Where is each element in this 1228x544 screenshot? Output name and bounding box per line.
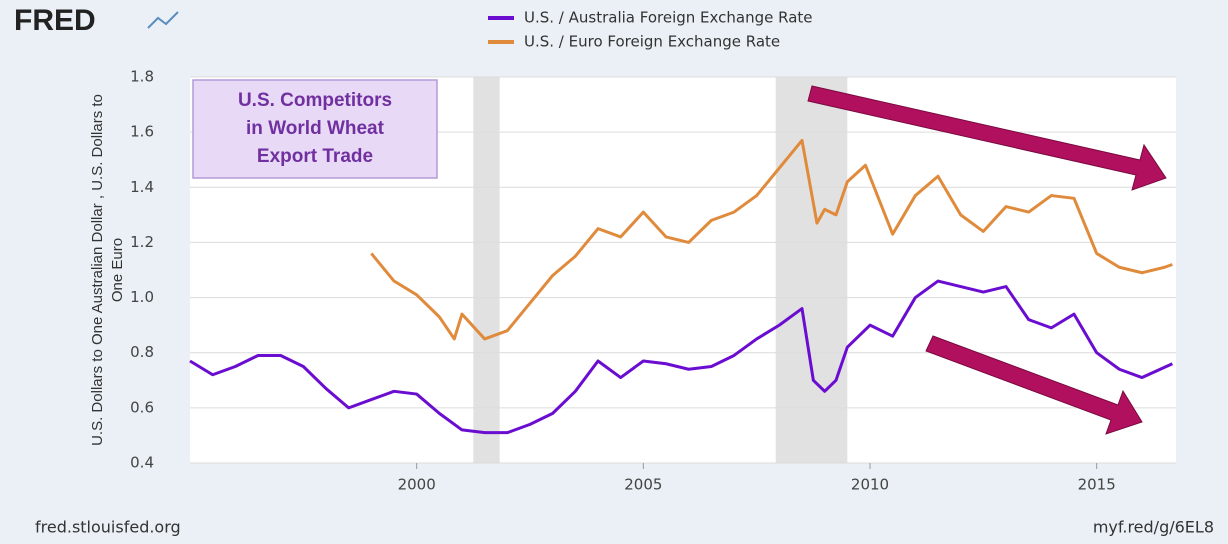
logo: FRED xyxy=(14,4,96,37)
y-tick-label: 0.6 xyxy=(130,398,154,416)
arrow xyxy=(925,335,1143,435)
annotation-text: Export Trade xyxy=(257,146,373,167)
y-tick-label: 0.4 xyxy=(130,454,154,472)
y-tick-label: 1.0 xyxy=(130,288,154,306)
recession-band xyxy=(473,77,500,463)
arrow xyxy=(807,85,1167,191)
y-tick-label: 0.8 xyxy=(130,343,154,361)
logo-icon xyxy=(147,11,179,29)
recession-band xyxy=(775,77,848,463)
x-tick-label: 2010 xyxy=(851,476,889,494)
y-tick-label: 1.8 xyxy=(130,68,154,86)
x-tick-label: 2000 xyxy=(398,476,436,494)
x-tick-label: 2015 xyxy=(1078,476,1116,494)
y-axis-label: U.S. Dollars to One Australian Dollar , … xyxy=(89,94,126,446)
annotation-box xyxy=(192,79,438,179)
x-tick-label: 2005 xyxy=(624,476,662,494)
legend-label: U.S. / Australia Foreign Exchange Rate xyxy=(524,9,813,27)
annotation-text: U.S. Competitors xyxy=(238,90,392,111)
y-tick-label: 1.2 xyxy=(130,233,154,251)
footer-link: myf.red/g/6EL8 xyxy=(1093,518,1214,537)
annotation-text: in World Wheat xyxy=(246,118,385,139)
y-tick-label: 1.6 xyxy=(130,123,154,141)
legend-label: U.S. / Euro Foreign Exchange Rate xyxy=(524,33,780,51)
footer-source: fred.stlouisfed.org xyxy=(35,518,181,537)
series-line xyxy=(370,138,1173,341)
y-tick-label: 1.4 xyxy=(130,178,154,196)
series-line xyxy=(189,279,1173,435)
